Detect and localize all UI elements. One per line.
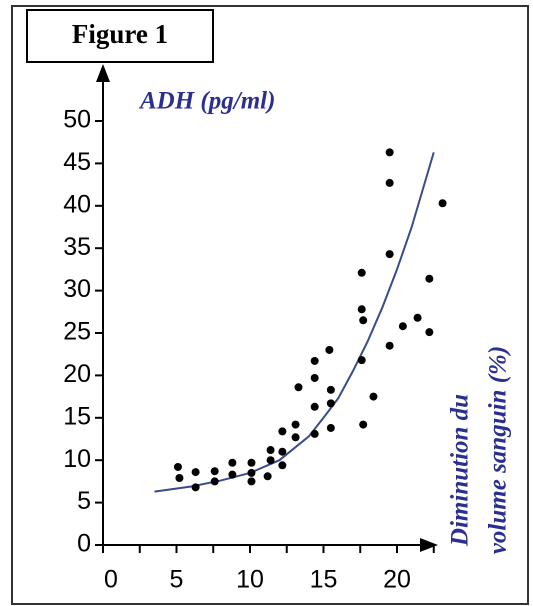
x-axis-label: volume sanguin (%) [485, 346, 512, 554]
data-point [210, 477, 219, 486]
data-point [413, 313, 422, 322]
data-point [425, 328, 434, 337]
data-point [326, 423, 335, 432]
data-point [175, 474, 184, 483]
y-tick-label: 45 [63, 148, 91, 176]
data-point [266, 456, 275, 465]
data-point [294, 383, 303, 392]
data-point [247, 468, 256, 477]
data-point [385, 148, 394, 157]
data-point [425, 274, 434, 283]
data-point [310, 429, 319, 438]
title-box [26, 9, 214, 63]
data-point [359, 420, 368, 429]
data-point [359, 316, 368, 325]
y-arrow [96, 64, 110, 82]
data-point [438, 199, 447, 208]
x-tick-label: 10 [236, 566, 264, 594]
data-point [385, 250, 394, 259]
y-axis-label: ADH (pg/ml) [138, 88, 275, 115]
data-point [173, 462, 182, 471]
x-tick-label: 20 [383, 566, 411, 594]
data-point [291, 433, 300, 442]
data-point [228, 470, 237, 479]
data-point [278, 447, 287, 456]
data-point [369, 392, 378, 401]
x-arrow [420, 538, 438, 552]
data-point [247, 477, 256, 486]
data-point [210, 467, 219, 476]
chart-title: Figure 1 [72, 19, 168, 49]
data-point [357, 305, 366, 314]
fit-curve [154, 152, 435, 493]
x-tick-label: 15 [310, 566, 338, 594]
y-tick-label: 15 [63, 402, 91, 430]
data-point [278, 461, 287, 470]
data-point [310, 356, 319, 365]
data-point [191, 483, 200, 492]
y-tick-label: 50 [63, 106, 91, 134]
data-point [291, 420, 300, 429]
data-point [326, 399, 335, 408]
data-point [325, 345, 334, 354]
data-point [357, 356, 366, 365]
y-tick-label: 20 [63, 360, 91, 388]
frame [11, 5, 529, 605]
data-point [385, 178, 394, 187]
y-tick-label: 5 [77, 487, 91, 515]
x-tick-label: 0 [104, 566, 118, 594]
data-point [263, 472, 272, 481]
data-point [278, 427, 287, 436]
y-tick-label: 40 [63, 190, 91, 218]
data-point [310, 373, 319, 382]
x-axis-label: Diminution du [447, 394, 474, 547]
data-point [326, 385, 335, 394]
y-tick-label: 0 [77, 530, 91, 558]
data-point [247, 458, 256, 467]
data-point [385, 341, 394, 350]
data-point [266, 446, 275, 455]
data-point [228, 458, 237, 467]
y-tick-label: 25 [63, 318, 91, 346]
x-tick-label: 5 [170, 566, 184, 594]
y-tick-label: 30 [63, 275, 91, 303]
y-tick-label: 10 [63, 445, 91, 473]
data-point [310, 402, 319, 411]
data-point [357, 268, 366, 277]
data-point [191, 468, 200, 477]
y-tick-label: 35 [63, 233, 91, 261]
data-point [398, 322, 407, 331]
